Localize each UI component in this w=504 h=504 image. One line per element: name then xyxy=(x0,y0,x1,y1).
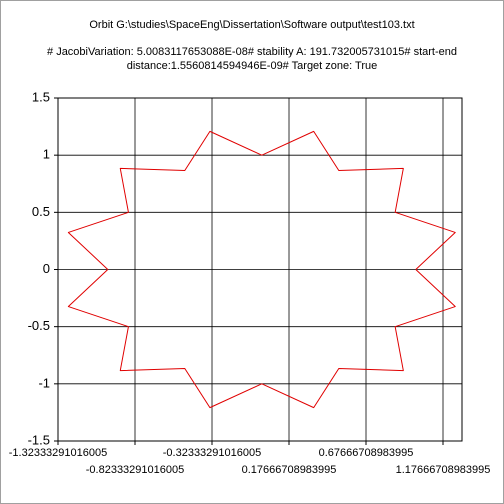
orbit-line xyxy=(67,130,456,409)
x-tick-label: -0.32333291016005 xyxy=(163,447,261,459)
y-tick-label: 0.5 xyxy=(32,204,50,219)
chart-subtitle: # JacobiVariation: 5.0083117653088E-08# … xyxy=(47,46,457,58)
y-tick-label: -1.5 xyxy=(28,432,50,447)
y-tick-label: 1 xyxy=(43,147,50,162)
y-tick-label: 1.5 xyxy=(32,89,50,104)
x-tick-label: 0.67666708983995 xyxy=(319,447,414,459)
plot-frame xyxy=(57,97,463,442)
x-tick-label: -0.82333291016005 xyxy=(86,464,184,476)
y-tick-label: -1 xyxy=(38,375,50,390)
chart-subtitle: distance:1.5560814594946E-09# Target zon… xyxy=(127,60,378,72)
y-tick-label: -0.5 xyxy=(28,318,50,333)
y-tick-label: 0 xyxy=(43,261,50,276)
x-tick-label: 0.17666708983995 xyxy=(242,464,337,476)
x-tick-label: -1.32333291016005 xyxy=(9,447,107,459)
chart-title: Orbit G:\studies\SpaceEng\Dissertation\S… xyxy=(89,19,414,31)
x-tick-label: 1.17666708983995 xyxy=(396,464,491,476)
